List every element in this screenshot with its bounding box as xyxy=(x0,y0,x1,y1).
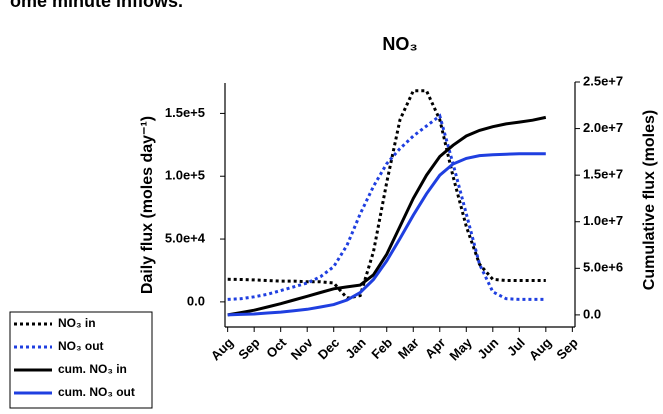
y-tick-label: 1.0e+5 xyxy=(165,168,205,183)
y2-tick-label: 2.5e+7 xyxy=(583,73,623,88)
x-tick-label: Nov xyxy=(288,334,317,363)
x-tick-label: Jan xyxy=(342,335,368,361)
legend-label: NO₃ out xyxy=(58,339,104,353)
y-tick-label: 0.0 xyxy=(187,293,205,308)
y-tick-label: 5.0e+4 xyxy=(165,230,206,245)
x-tick-label: Apr xyxy=(422,335,448,361)
legend-label: cum. NO₃ out xyxy=(58,385,135,399)
x-tick-label: Dec xyxy=(315,335,342,362)
y2-tick-label: 5.0e+6 xyxy=(583,260,623,275)
legend-label: NO₃ in xyxy=(58,316,96,330)
x-tick-label: Aug xyxy=(208,335,237,364)
x-tick-label: Mar xyxy=(395,335,422,362)
y2-tick-label: 1.0e+7 xyxy=(583,213,623,228)
series-line xyxy=(227,115,547,317)
legend-label: cum. NO₃ in xyxy=(58,362,127,376)
y2-axis-label: Cumulative flux (moles) xyxy=(641,110,658,290)
x-tick-label: Sep xyxy=(235,335,263,363)
x-tick-label: Aug xyxy=(526,335,555,364)
x-tick-label: Oct xyxy=(263,334,289,360)
y2-tick-label: 0.0 xyxy=(583,306,601,321)
x-tick-label: Jul xyxy=(504,335,528,359)
y2-tick-label: 2.0e+7 xyxy=(583,120,623,135)
series-line xyxy=(227,89,546,300)
y-axis-label: Daily flux (moles day⁻¹) xyxy=(139,116,156,294)
y2-tick-label: 1.5e+7 xyxy=(583,167,623,182)
series-line xyxy=(227,152,546,317)
caption: ome minute inflows. xyxy=(10,0,183,11)
series-line xyxy=(227,113,546,301)
x-tick-label: Jun xyxy=(474,335,501,362)
x-tick-label: Feb xyxy=(368,335,395,362)
chart-title: NO₃ xyxy=(382,34,417,54)
x-tick-label: Sep xyxy=(553,335,581,363)
x-tick-label: May xyxy=(446,334,475,363)
y-tick-label: 1.5e+5 xyxy=(165,105,205,120)
